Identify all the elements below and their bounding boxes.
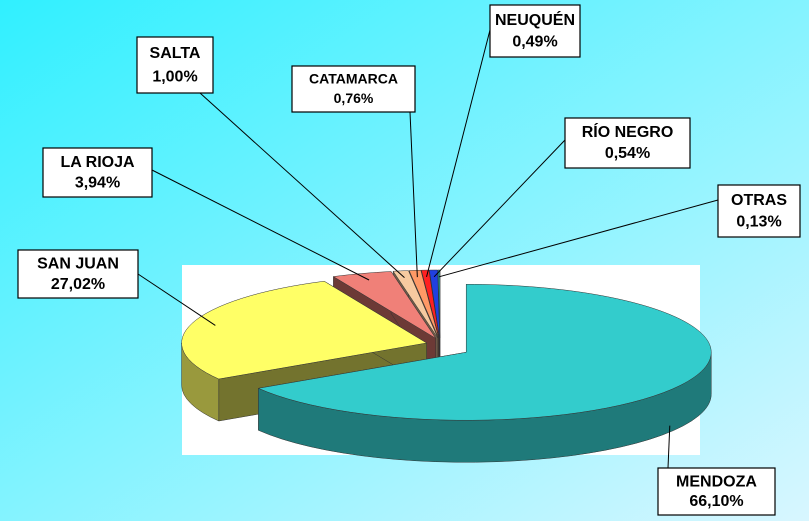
label-value: 0,49% (512, 34, 557, 51)
label-box (42, 147, 153, 198)
leader-line (426, 29, 491, 278)
slice (408, 269, 439, 339)
leader-line (667, 425, 671, 469)
label-name: OTRAS (731, 192, 787, 209)
slice (437, 269, 441, 339)
leader-line (438, 199, 719, 278)
slice (181, 280, 428, 380)
leader-line (151, 169, 370, 281)
label-box (717, 184, 801, 238)
label-value: 3,94% (75, 174, 120, 191)
label-value: 27,02% (51, 276, 105, 293)
leader-line (433, 139, 566, 278)
label-name: CATAMARCA (309, 71, 398, 87)
leader-line (199, 92, 405, 278)
slice (332, 271, 436, 339)
leader-line (137, 273, 216, 326)
label-value: 0,76% (334, 90, 374, 106)
label-name: RÍO NEGRO (582, 122, 674, 141)
label-box (291, 65, 416, 113)
label-value: 66,10% (689, 493, 743, 510)
slice (421, 269, 440, 339)
label-box (657, 467, 776, 516)
slice (257, 284, 712, 421)
slice (392, 270, 439, 339)
label-value: 0,54% (605, 145, 650, 162)
label-value: 0,13% (736, 214, 781, 231)
label-name: MENDOZA (676, 473, 757, 490)
slice (429, 269, 440, 339)
label-value: 1,00% (152, 69, 197, 86)
label-name: LA RIOJA (60, 154, 135, 171)
label-box (136, 36, 214, 94)
label-box (564, 117, 691, 169)
label-box (489, 4, 581, 58)
label-name: SALTA (150, 45, 201, 62)
leader-line (409, 111, 418, 278)
label-name: NEUQUÉN (495, 10, 575, 29)
label-name: SAN JUAN (37, 256, 119, 273)
label-box (17, 249, 139, 299)
